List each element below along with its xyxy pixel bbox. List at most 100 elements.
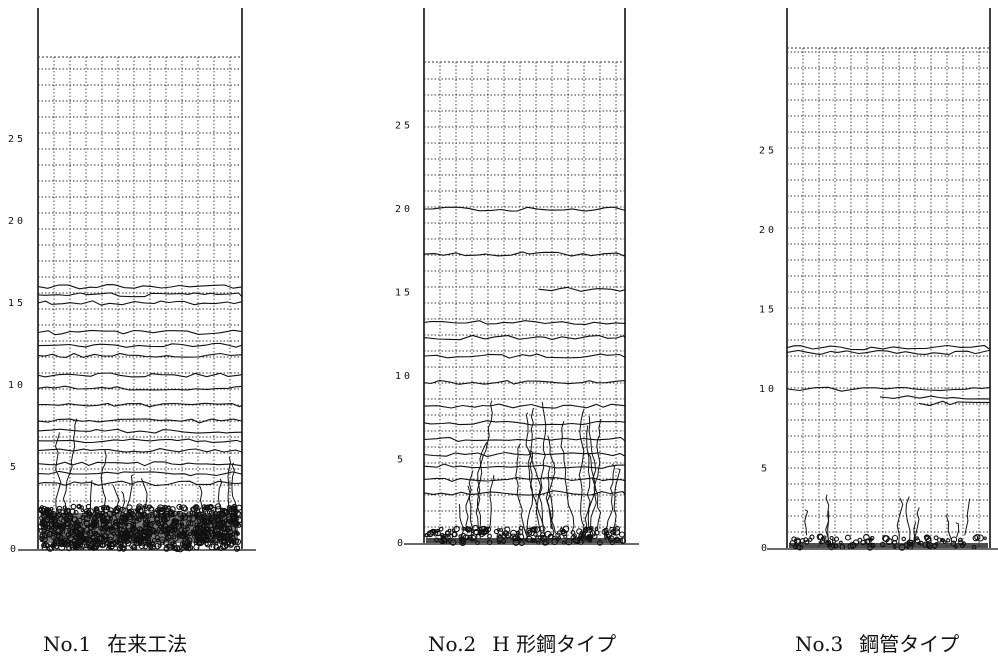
- horizontal-crack: [423, 420, 626, 426]
- horizontal-crack: [423, 334, 626, 341]
- crack-pattern: [423, 206, 626, 541]
- horizontal-crack: [423, 320, 626, 325]
- crush-mark: [236, 504, 243, 511]
- horizontal-crack: [37, 461, 243, 467]
- tick-label-0: 0: [10, 544, 19, 555]
- crushing-zone: [37, 503, 243, 553]
- crush-mark: [829, 535, 834, 541]
- horizontal-crack: [786, 386, 991, 392]
- crush-mark: [51, 543, 56, 548]
- crush-mark: [467, 527, 472, 532]
- crush-mark: [868, 537, 873, 542]
- crush-mark: [136, 503, 143, 511]
- crush-mark: [444, 530, 452, 537]
- vertical-crack: [590, 419, 602, 535]
- vertical-crack: [611, 468, 621, 533]
- crush-mark: [148, 506, 155, 512]
- vertical-crack: [486, 475, 495, 532]
- crush-mark: [228, 505, 235, 512]
- horizontal-crack: [37, 470, 243, 477]
- vertical-crack: [546, 494, 556, 534]
- crush-mark: [163, 505, 169, 510]
- crush-mark: [481, 525, 488, 532]
- crush-mark: [473, 528, 480, 536]
- crush-mark: [171, 545, 178, 551]
- crush-mark: [613, 528, 621, 536]
- horizontal-crack: [423, 206, 626, 212]
- vertical-crack: [526, 407, 535, 539]
- crush-mark: [933, 535, 939, 541]
- crush-mark: [461, 526, 466, 531]
- crush-mark: [62, 505, 67, 510]
- crush-mark: [93, 543, 100, 550]
- crush-mark: [570, 530, 576, 535]
- crush-mark: [436, 528, 440, 533]
- crush-mark: [604, 530, 610, 536]
- crush-mark: [135, 508, 141, 514]
- crush-mark: [131, 545, 138, 551]
- horizontal-crack: [37, 342, 243, 348]
- crush-mark: [525, 527, 532, 534]
- crush-mark: [148, 545, 154, 551]
- vertical-crack: [905, 496, 911, 546]
- tick-label-20: 20: [8, 216, 26, 227]
- horizontal-crack: [37, 402, 243, 408]
- caption-no3-name: 鋼管タイプ: [859, 632, 960, 656]
- vertical-crack: [545, 467, 552, 529]
- crush-mark: [41, 544, 48, 551]
- crush-mark: [146, 543, 150, 548]
- tick-label-5: 5: [761, 464, 770, 475]
- crush-mark: [533, 532, 538, 537]
- horizontal-crack: [37, 385, 243, 391]
- crush-mark: [844, 534, 851, 541]
- crush-mark: [972, 535, 979, 542]
- crush-mark: [191, 505, 199, 513]
- crush-fill: [42, 512, 238, 543]
- crush-mark: [214, 503, 222, 510]
- vertical-crack: [964, 498, 971, 536]
- crush-mark: [58, 543, 66, 551]
- crush-mark: [831, 539, 836, 544]
- crush-mark: [148, 542, 154, 548]
- caption-no1-name: 在来工法: [107, 632, 188, 656]
- horizontal-crack: [786, 344, 991, 351]
- crush-mark: [950, 536, 958, 543]
- vertical-crack: [578, 408, 585, 538]
- crush-mark: [184, 545, 190, 551]
- horizontal-crack: [37, 300, 243, 306]
- vertical-crack: [603, 463, 616, 541]
- crush-mark: [204, 506, 208, 510]
- crush-mark: [614, 525, 621, 532]
- crush-mark: [451, 531, 457, 538]
- crush-mark: [121, 545, 126, 551]
- crush-mark: [882, 534, 889, 542]
- crush-mark: [94, 506, 100, 511]
- crush-mark: [101, 504, 108, 511]
- crush-mark: [182, 506, 189, 512]
- horizontal-crack: [37, 284, 243, 290]
- tick-label-0: 0: [761, 543, 770, 554]
- crush-mark: [185, 545, 192, 551]
- crush-fill: [789, 543, 988, 548]
- crush-mark: [576, 528, 583, 535]
- vertical-crack: [525, 412, 542, 535]
- vertical-crack: [587, 451, 602, 531]
- crush-mark: [594, 530, 600, 536]
- horizontal-crack: [538, 286, 626, 292]
- crush-mark: [85, 503, 92, 510]
- horizontal-crack: [37, 428, 243, 434]
- crush-mark: [833, 536, 840, 542]
- panel-no1-specimen: 0 5 10 15 20 25: [8, 8, 256, 555]
- horizontal-crack: [37, 329, 243, 336]
- crush-mark: [210, 506, 217, 513]
- caption-no1: No.1 在来工法: [43, 628, 187, 657]
- crush-mark: [594, 527, 599, 531]
- vertical-crack: [913, 521, 917, 542]
- vertical-crack: [538, 401, 547, 538]
- crush-mark: [584, 529, 589, 534]
- tick-label-10: 10: [759, 384, 777, 395]
- specimen-grid: [787, 48, 990, 548]
- crush-mark: [493, 528, 500, 535]
- crush-mark: [924, 535, 929, 541]
- horizontal-crack: [423, 490, 626, 496]
